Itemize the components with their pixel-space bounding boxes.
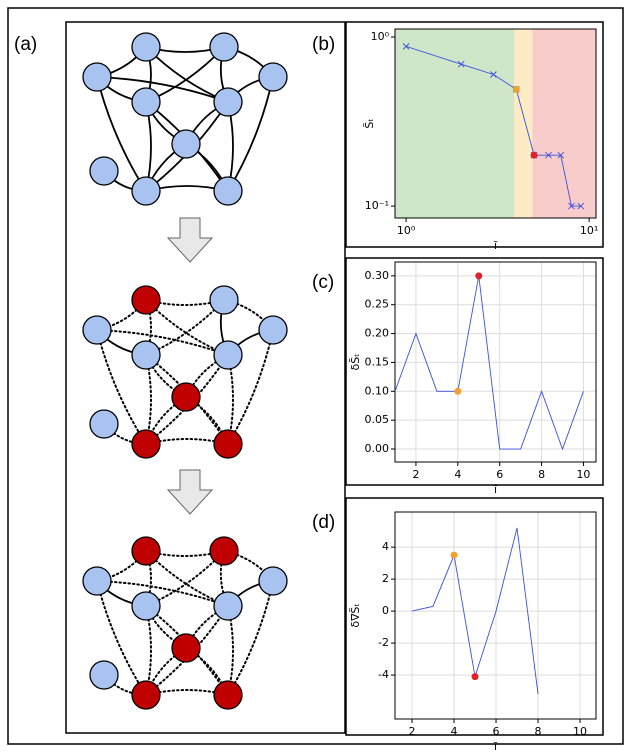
point-marker — [402, 43, 410, 50]
node — [82, 566, 112, 596]
plot-frame — [394, 511, 597, 720]
x-tick-label: 4 — [451, 725, 458, 738]
panel-label: (d) — [312, 512, 335, 533]
y-tick-label: 10⁻¹ — [365, 199, 389, 212]
x-tick-label: 10⁰ — [397, 224, 416, 237]
y-tick-label: 0.10 — [365, 384, 390, 397]
x-axis-label: ĩ — [493, 740, 498, 751]
node — [258, 566, 288, 596]
panel-c-frame — [345, 257, 604, 486]
x-tick-label: 4 — [454, 468, 461, 481]
x-tick-label: 10 — [573, 725, 587, 738]
y-axis-label: δS̃ₜ — [349, 354, 362, 371]
node — [131, 340, 161, 370]
edge — [96, 580, 229, 607]
point-marker — [545, 151, 552, 159]
y-tick-label: -2 — [378, 636, 389, 649]
region — [395, 29, 515, 218]
node — [258, 62, 288, 92]
arrow — [166, 217, 214, 263]
y-tick-label: 0.05 — [365, 413, 390, 426]
x-tick-label: 6 — [496, 468, 503, 481]
plot-frame — [394, 28, 597, 219]
node — [213, 176, 243, 206]
x-tick-label: 10 — [576, 468, 590, 481]
node — [209, 285, 239, 315]
x-tick-label: 2 — [412, 468, 419, 481]
region — [514, 29, 533, 218]
node — [89, 409, 119, 439]
networks — [82, 32, 288, 710]
highlight-point — [512, 85, 520, 93]
node — [213, 591, 243, 621]
panel-label: (a) — [14, 34, 37, 55]
node — [258, 315, 288, 345]
highlight-point — [454, 387, 462, 395]
y-tick-label: 0.15 — [365, 355, 390, 368]
highlight-point — [475, 272, 483, 280]
y-tick-label: 0.00 — [365, 442, 390, 455]
highlight-point — [530, 151, 538, 159]
y-tick-label: 0.25 — [365, 298, 390, 311]
node — [131, 536, 161, 566]
x-axis-label: ĩ — [493, 483, 498, 496]
node — [131, 429, 161, 459]
node — [213, 340, 243, 370]
point-marker — [490, 71, 497, 78]
panel-d-frame — [345, 497, 604, 736]
x-tick-label: 6 — [493, 725, 500, 738]
x-tick-label: 2 — [409, 725, 416, 738]
x-axis-label: ĩ — [493, 239, 498, 252]
region — [532, 29, 596, 218]
y-tick-label: 10⁰ — [371, 30, 390, 43]
y-axis-label: S̃ₜ — [363, 118, 376, 128]
point-marker — [457, 60, 465, 68]
node — [213, 87, 243, 117]
edge — [96, 76, 229, 103]
y-tick-label: -4 — [378, 668, 389, 681]
node — [171, 382, 201, 412]
panel-b-frame — [345, 21, 604, 248]
node — [89, 156, 119, 186]
y-tick-label: 0.30 — [365, 269, 390, 282]
x-tick-label: 8 — [535, 725, 542, 738]
node — [213, 680, 243, 710]
edge — [96, 329, 229, 356]
node — [171, 633, 201, 663]
y-tick-label: 0 — [382, 604, 389, 617]
panel-a-frame — [65, 21, 346, 734]
node — [131, 285, 161, 315]
node — [82, 315, 112, 345]
node — [209, 536, 239, 566]
panel-label: (b) — [312, 34, 335, 55]
y-tick-label: 0.20 — [365, 327, 390, 340]
arrow — [166, 469, 214, 515]
point-marker — [568, 202, 575, 210]
panel-label: (c) — [312, 272, 334, 293]
node — [89, 660, 119, 690]
line — [394, 275, 584, 451]
node — [131, 32, 161, 62]
node — [131, 176, 161, 206]
x-tick-label: 10¹ — [580, 224, 598, 237]
node — [209, 32, 239, 62]
node — [131, 680, 161, 710]
outer-frame — [7, 7, 624, 745]
node — [171, 129, 201, 159]
node — [213, 429, 243, 459]
node — [131, 87, 161, 117]
highlight-point — [450, 551, 458, 559]
point-marker — [557, 151, 565, 159]
node — [131, 591, 161, 621]
point-marker — [577, 202, 585, 210]
y-tick-label: 4 — [382, 540, 389, 553]
highlight-point — [471, 673, 479, 681]
y-axis-label: δ∇S̃ₜ — [349, 603, 362, 627]
x-tick-label: 8 — [538, 468, 545, 481]
node — [82, 62, 112, 92]
y-tick-label: 2 — [382, 572, 389, 585]
plot-frame — [394, 261, 597, 463]
